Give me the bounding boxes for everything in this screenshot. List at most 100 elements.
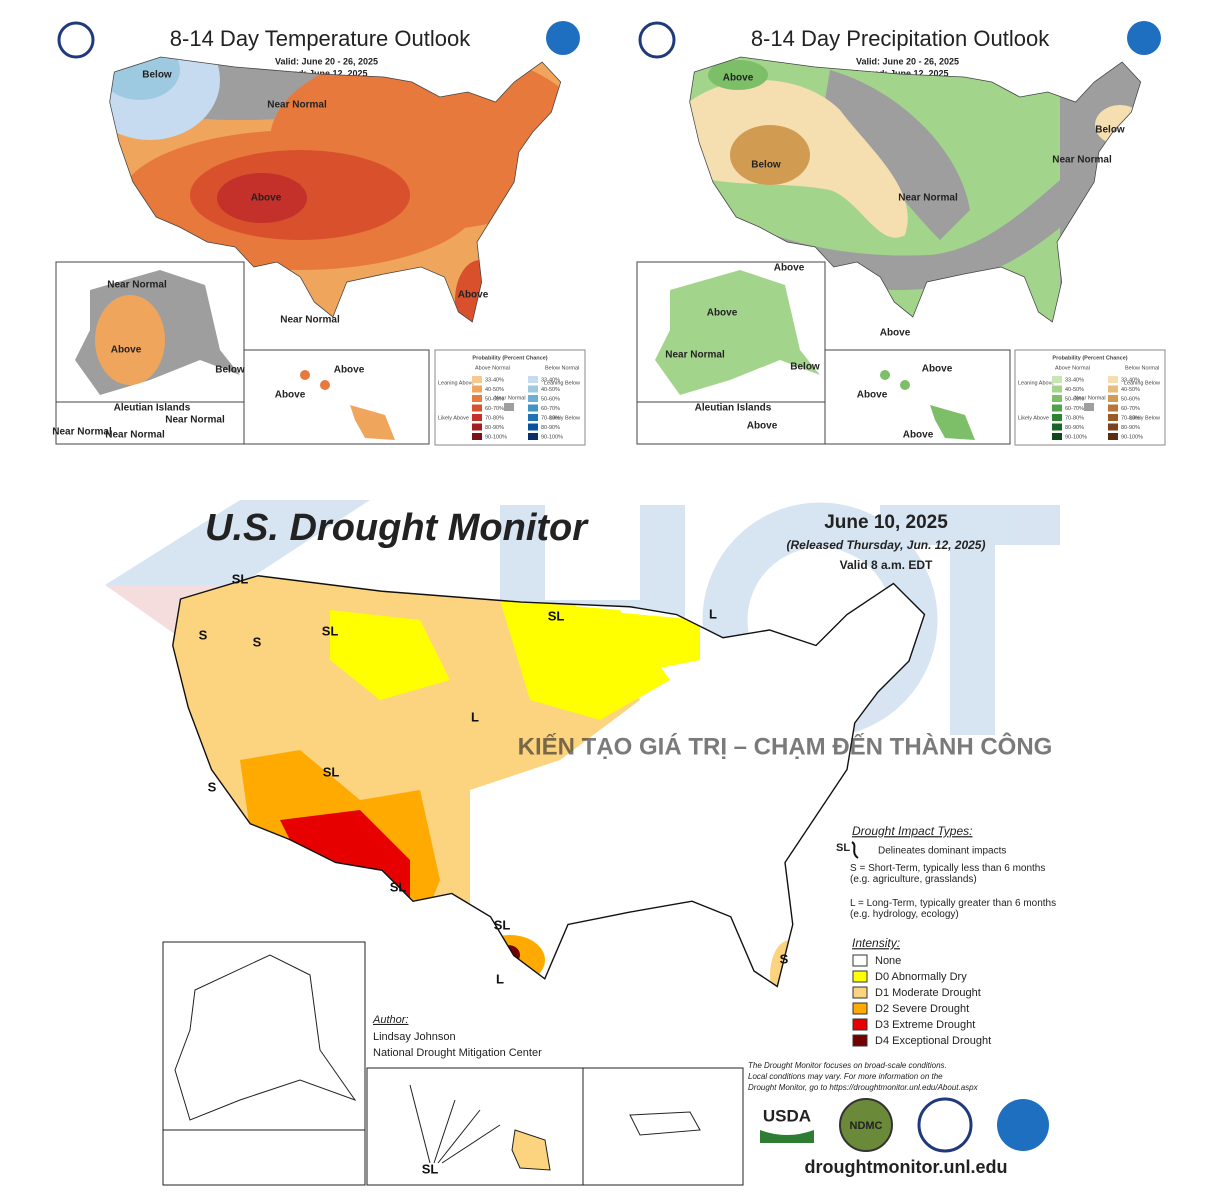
legend-heading: Below Normal — [545, 365, 579, 371]
intensity-label: D2 Severe Drought — [875, 1003, 969, 1015]
legend-range: 33-40% — [485, 377, 504, 383]
legend-box — [1014, 349, 1166, 446]
legend-swatch — [1052, 423, 1062, 431]
legend-range: 80-90% — [1121, 425, 1140, 431]
legend-swatch — [472, 433, 482, 440]
hawaii-inset — [824, 349, 1011, 445]
legend-swatch — [472, 385, 482, 393]
map-label: Near Normal — [665, 350, 725, 361]
legend-group: Likely Below — [1129, 415, 1160, 421]
legend-range: 60-70% — [541, 406, 560, 412]
legend-range: 90-100% — [541, 434, 563, 440]
map-area — [475, 935, 545, 985]
intensity-swatch — [852, 1034, 868, 1047]
intensity-swatch — [852, 970, 868, 983]
noaa-logo — [1127, 21, 1161, 55]
legend-title: Probability (Percent Chance) — [1052, 355, 1127, 361]
legend-range: 90-100% — [1065, 434, 1087, 440]
map-label: Above — [903, 430, 934, 441]
intensity-swatch — [852, 1018, 868, 1031]
legend-group: Likely Above — [438, 415, 469, 421]
valid-date: Valid: June 20 - 26, 2025 — [275, 56, 378, 66]
map-label: SL — [422, 1161, 439, 1176]
legend-swatch — [504, 403, 514, 411]
map-label: L — [471, 709, 479, 724]
legend-swatch — [472, 376, 482, 383]
legend-swatch — [528, 404, 538, 412]
map-label: Below — [751, 160, 781, 171]
map-area — [820, 70, 970, 240]
legend-swatch — [1108, 385, 1118, 393]
doc-logo — [57, 21, 95, 59]
legend-heading: Below Normal — [1125, 365, 1159, 371]
intensity-swatch — [852, 1002, 868, 1015]
map-label: Above — [880, 328, 911, 339]
map-area — [730, 125, 810, 185]
legend-swatch — [1108, 423, 1118, 431]
map-label: Near Normal — [267, 100, 327, 111]
impact-line-text: Delineates dominant impacts — [878, 846, 1006, 857]
noaa-logo — [546, 21, 580, 55]
map-label: Above — [707, 308, 738, 319]
legend-range: 33-40% — [541, 377, 560, 383]
legend-swatch — [1052, 395, 1062, 402]
legend-range: 70-80% — [1065, 415, 1084, 421]
legend-range: 50-60% — [485, 396, 504, 402]
aleutian-inset — [162, 1129, 366, 1186]
valid-time: Valid 8 a.m. EDT — [840, 558, 933, 572]
map-label: S — [208, 779, 217, 794]
author-heading: Author: — [372, 1014, 408, 1026]
legend-swatch — [528, 376, 538, 383]
map-label: Near Normal — [165, 415, 225, 426]
map-label: Below — [142, 70, 172, 81]
legend-range: 90-100% — [485, 434, 507, 440]
watermark-shape — [950, 505, 995, 735]
author-org: National Drought Mitigation Center — [373, 1047, 542, 1059]
map-label: Above — [723, 73, 754, 84]
intensity-legend: None D0 Abnormally Dry D1 Moderate Drought… — [852, 954, 991, 1047]
doc-logo — [638, 21, 676, 59]
release-date: (Released Thursday, Jun. 12, 2025) — [787, 538, 986, 552]
map-label: Near Normal — [1052, 155, 1112, 166]
legend-range: 90-100% — [1121, 434, 1143, 440]
legend-swatch — [1052, 433, 1062, 440]
map-label: L — [709, 606, 717, 621]
usda-logo-shape — [760, 1130, 814, 1143]
legend-swatch — [528, 414, 538, 421]
map-label: Near Normal — [280, 315, 340, 326]
legend-swatch — [472, 395, 482, 402]
legend-group: Likely Below — [549, 415, 580, 421]
map-label: Below — [1095, 125, 1125, 136]
hawaii-area — [350, 405, 395, 440]
legend-range: 33-40% — [1065, 377, 1084, 383]
map-label: SL — [390, 879, 407, 894]
legend-range: 80-90% — [485, 425, 504, 431]
legend-swatch — [1108, 433, 1118, 440]
map-label: Above — [251, 193, 282, 204]
legend-swatch — [1108, 395, 1118, 402]
map-area — [708, 60, 768, 90]
legend-box — [434, 349, 586, 446]
doc-logo — [917, 1097, 973, 1153]
alaska-area — [95, 295, 165, 385]
disclaimer: The Drought Monitor focuses on broad-sca… — [748, 1061, 947, 1070]
legend-range: 70-80% — [541, 415, 560, 421]
drought-panel: U.S. Drought Monitor June 10, 2025 (Rele… — [162, 507, 1056, 1186]
panel-title: 8-14 Day Precipitation Outlook — [751, 26, 1050, 51]
map-label: Below — [215, 365, 245, 376]
legend-swatch — [1052, 376, 1062, 383]
map-label: Near Normal — [105, 430, 165, 441]
map-area — [590, 610, 700, 670]
legend-swatch — [1108, 404, 1118, 412]
drought-date: June 10, 2025 — [824, 512, 948, 533]
leader-lines — [409, 1084, 501, 1164]
intensity-label: D3 Extreme Drought — [875, 1019, 975, 1031]
map-label: Above — [334, 365, 365, 376]
map-label: Above — [458, 290, 489, 301]
intensity-label: D4 Exceptional Drought — [875, 1035, 991, 1047]
legend-group: Near Normal — [494, 395, 525, 401]
map-label: SL — [232, 571, 249, 586]
legend-group: Near Normal — [1074, 395, 1105, 401]
